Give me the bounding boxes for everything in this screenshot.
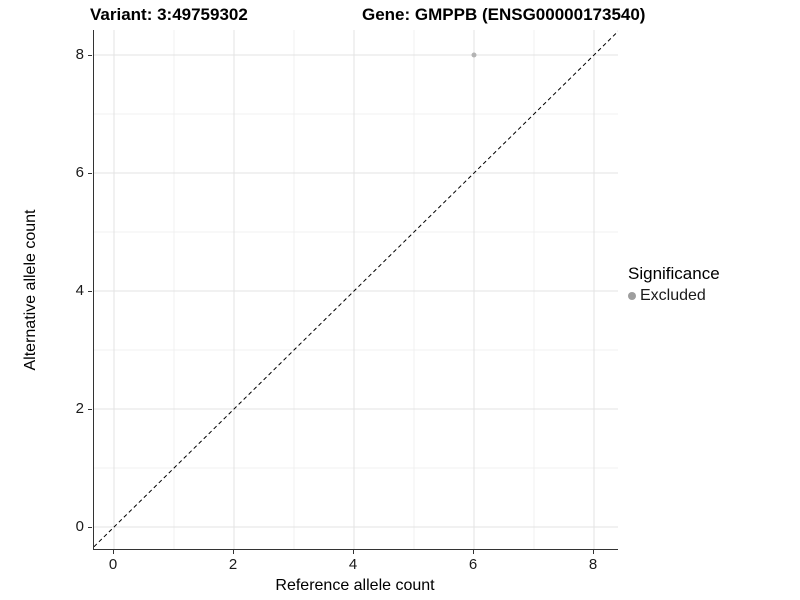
y-axis-title: Alternative allele count — [22, 209, 39, 371]
x-tick-mark — [232, 550, 234, 554]
x-tick-mark — [472, 550, 474, 554]
x-tick-label: 8 — [588, 556, 598, 573]
legend: Significance Excluded — [628, 264, 720, 305]
x-tick-label: 2 — [228, 556, 238, 573]
x-axis-title: Reference allele count — [275, 577, 435, 594]
y-tick-mark — [88, 290, 92, 292]
identity-dashed-line — [94, 30, 618, 548]
plot-title-gene: Gene: GMPPB (ENSG00000173540) — [362, 5, 646, 24]
plot-area-svg — [94, 30, 618, 549]
x-tick-label: 0 — [108, 556, 118, 573]
y-tick-label: 0 — [75, 518, 84, 535]
y-tick-mark — [88, 54, 92, 56]
x-tick-mark — [592, 550, 594, 554]
y-tick-label: 2 — [75, 400, 84, 417]
data-point — [471, 52, 477, 58]
x-tick-mark — [112, 550, 114, 554]
plot-panel — [93, 30, 618, 550]
y-tick-label: 4 — [75, 282, 84, 299]
y-tick-mark — [88, 172, 92, 174]
y-tick-label: 6 — [75, 164, 84, 181]
y-tick-mark — [88, 526, 92, 528]
x-tick-mark — [352, 550, 354, 554]
legend-title: Significance — [628, 264, 720, 283]
y-tick-label: 8 — [75, 46, 84, 63]
x-tick-label: 4 — [348, 556, 358, 573]
y-tick-mark — [88, 408, 92, 410]
legend-items: Excluded — [628, 287, 720, 305]
legend-key-dot-icon — [628, 292, 636, 300]
x-tick-label: 6 — [468, 556, 478, 573]
legend-item-label: Excluded — [640, 287, 706, 304]
plot-title-variant: Variant: 3:49759302 — [90, 5, 248, 24]
legend-item: Excluded — [628, 287, 720, 305]
